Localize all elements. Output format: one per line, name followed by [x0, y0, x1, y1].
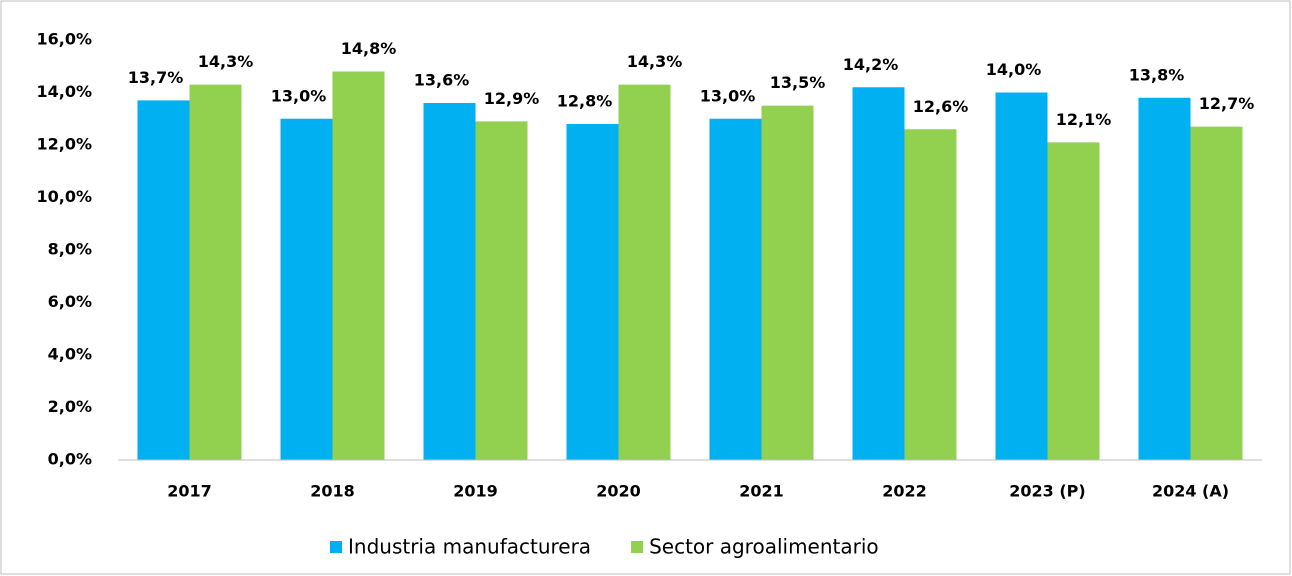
bar: [904, 129, 957, 460]
legend-label: Sector agroalimentario: [649, 535, 879, 559]
legend-swatch: [631, 541, 644, 553]
bar: [709, 118, 762, 460]
x-tick-label: 2019: [453, 482, 498, 501]
data-label: 14,3%: [198, 52, 254, 71]
x-tick-label: 2017: [167, 482, 212, 501]
x-tick-label: 2018: [310, 482, 355, 501]
x-tick-label: 2024 (A): [1152, 482, 1229, 501]
bar: [761, 105, 814, 460]
bar: [1190, 126, 1243, 460]
data-label: 13,6%: [414, 71, 470, 90]
bar: [852, 87, 905, 460]
data-label: 13,0%: [271, 86, 327, 105]
legend-label: Industria manufacturera: [348, 535, 591, 559]
x-tick-label: 2022: [882, 482, 927, 501]
bar: [475, 121, 528, 460]
x-tick-label: 2021: [739, 482, 784, 501]
y-tick-label: 12,0%: [36, 135, 92, 154]
data-label: 13,7%: [128, 68, 184, 87]
y-tick-label: 2,0%: [48, 397, 92, 416]
y-tick-label: 16,0%: [36, 30, 92, 49]
y-tick-label: 8,0%: [48, 240, 92, 259]
bar: [423, 103, 476, 460]
data-label: 14,3%: [627, 52, 683, 71]
data-label: 13,5%: [770, 73, 826, 92]
bar: [1138, 97, 1191, 460]
bar: [137, 100, 190, 460]
bar: [566, 124, 619, 460]
y-tick-label: 0,0%: [48, 450, 92, 469]
legend-swatch: [330, 541, 342, 553]
data-label: 14,0%: [986, 60, 1042, 79]
y-tick-label: 4,0%: [48, 345, 92, 364]
data-label: 14,2%: [843, 55, 899, 74]
data-label: 12,9%: [484, 89, 540, 108]
bar: [189, 84, 242, 460]
bar: [618, 84, 671, 460]
x-tick-label: 2023 (P): [1009, 482, 1085, 501]
data-label: 14,8%: [341, 39, 397, 58]
bar: [995, 92, 1048, 460]
data-label: 12,8%: [557, 92, 613, 111]
data-label: 12,6%: [913, 97, 969, 116]
y-tick-label: 10,0%: [36, 187, 92, 206]
bar: [280, 118, 333, 460]
data-label: 13,8%: [1129, 65, 1185, 84]
y-tick-label: 14,0%: [36, 82, 92, 101]
x-tick-label: 2020: [596, 482, 641, 501]
bar: [332, 71, 385, 460]
bar: [1047, 142, 1100, 460]
data-label: 12,1%: [1056, 110, 1112, 129]
data-label: 12,7%: [1199, 94, 1255, 113]
y-tick-label: 6,0%: [48, 292, 92, 311]
data-label: 13,0%: [700, 86, 756, 105]
